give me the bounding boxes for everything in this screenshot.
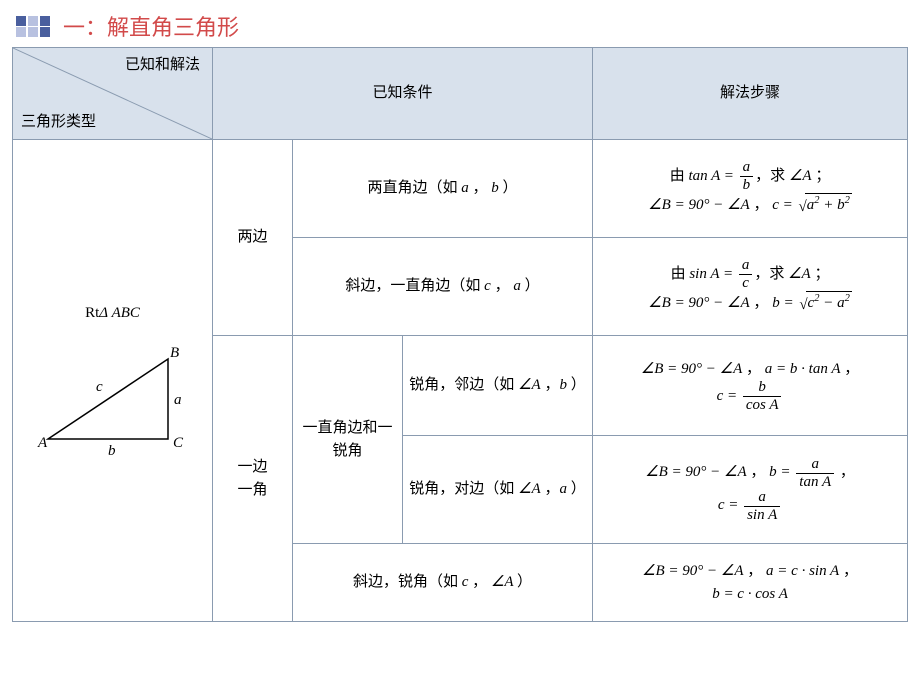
header-top-label: 已知和解法 [125, 54, 200, 77]
cond-r3: 锐角，邻边（如 ∠A ，b ） [403, 336, 593, 436]
triangle-cell: RtΔ ABC A B C a b c [13, 140, 213, 622]
header-bottom-label: 三角形类型 [21, 111, 96, 134]
group-two-sides: 两边 [213, 140, 293, 336]
vertex-c: C [173, 435, 184, 451]
side-b: b [108, 443, 116, 459]
step-r2: 由 sin A = ac，求 ∠A ； ∠B = 90° − ∠A ， b = … [593, 238, 908, 336]
vertex-a: A [37, 435, 48, 451]
cond-r2: 斜边，一直角边（如 c ， a ） [293, 238, 593, 336]
step-r3: ∠B = 90° − ∠A ， a = b · tan A ， c = bcos… [593, 336, 908, 436]
triangle-diagram: A B C a b c [28, 329, 198, 459]
vertex-b: B [170, 345, 179, 361]
side-a: a [174, 392, 182, 408]
slide: 一：解直角三角形 已知和解法 三角形类型 已知条件 解法步骤 [0, 0, 920, 690]
main-table: 已知和解法 三角形类型 已知条件 解法步骤 RtΔ ABC A B C a b [12, 47, 908, 622]
sub-side-acute: 一直角边和一锐角 [293, 336, 403, 544]
step-r5: ∠B = 90° − ∠A ， a = c · sin A ， b = c · … [593, 544, 908, 622]
page-title: 一：解直角三角形 [63, 10, 239, 42]
group-side-angle: 一边 一角 [213, 336, 293, 622]
header-diagonal: 已知和解法 三角形类型 [13, 48, 213, 140]
bullet-icon [15, 15, 51, 38]
header-condition: 已知条件 [213, 48, 593, 140]
cond-r4: 锐角，对边（如 ∠A ，a ） [403, 436, 593, 544]
triangle-label: RtΔ ABC [85, 302, 140, 325]
title-row: 一：解直角三角形 [0, 0, 920, 47]
side-c: c [96, 379, 103, 395]
header-steps: 解法步骤 [593, 48, 908, 140]
cond-r5: 斜边，锐角（如 c ， ∠A ） [293, 544, 593, 622]
cond-r1: 两直角边（如 a ， b ） [293, 140, 593, 238]
step-r1: 由 tan A = ab，求 ∠A ； ∠B = 90° − ∠A ， c = … [593, 140, 908, 238]
step-r4: ∠B = 90° − ∠A ， b = atan A ， c = asin A [593, 436, 908, 544]
